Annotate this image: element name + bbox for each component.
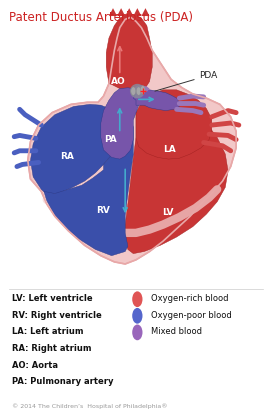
Ellipse shape: [130, 84, 145, 98]
Text: AO: Aorta: AO: Aorta: [11, 361, 57, 369]
Text: LV: LV: [162, 208, 174, 217]
Text: AO: AO: [111, 77, 126, 86]
Ellipse shape: [140, 86, 145, 94]
Text: LV: Left ventricle: LV: Left ventricle: [11, 294, 92, 303]
Text: RA: RA: [60, 152, 74, 161]
Polygon shape: [106, 14, 152, 93]
Polygon shape: [28, 17, 236, 264]
Text: RA: Right atrium: RA: Right atrium: [11, 344, 91, 353]
Text: LA: LA: [163, 146, 176, 154]
Ellipse shape: [136, 87, 141, 95]
Text: PDA: PDA: [155, 71, 218, 91]
Text: Mixed blood: Mixed blood: [151, 327, 202, 337]
Text: PA: Pulmonary artery: PA: Pulmonary artery: [11, 377, 113, 386]
Text: RV: Right ventricle: RV: Right ventricle: [11, 311, 101, 320]
Text: © 2014 The Children’s  Hospital of Philadelphia®: © 2014 The Children’s Hospital of Philad…: [11, 403, 167, 409]
Polygon shape: [109, 8, 117, 16]
Polygon shape: [101, 88, 139, 159]
Polygon shape: [125, 100, 228, 254]
Polygon shape: [44, 109, 133, 256]
Text: PA: PA: [104, 135, 117, 144]
Polygon shape: [125, 8, 133, 16]
Polygon shape: [133, 85, 150, 93]
Circle shape: [132, 324, 143, 340]
Text: LA: Left atrium: LA: Left atrium: [11, 327, 83, 337]
Polygon shape: [141, 8, 150, 16]
Text: Oxygen-poor blood: Oxygen-poor blood: [151, 311, 232, 320]
Polygon shape: [117, 8, 125, 16]
Polygon shape: [133, 90, 179, 111]
Text: Oxygen-rich blood: Oxygen-rich blood: [151, 294, 228, 303]
Circle shape: [132, 308, 143, 324]
Polygon shape: [133, 8, 141, 16]
Ellipse shape: [131, 87, 136, 95]
Polygon shape: [30, 104, 120, 194]
Polygon shape: [136, 90, 212, 159]
Text: RV: RV: [97, 206, 110, 215]
Text: Patent Ductus Arteriosus (PDA): Patent Ductus Arteriosus (PDA): [9, 11, 193, 24]
Circle shape: [132, 291, 143, 307]
